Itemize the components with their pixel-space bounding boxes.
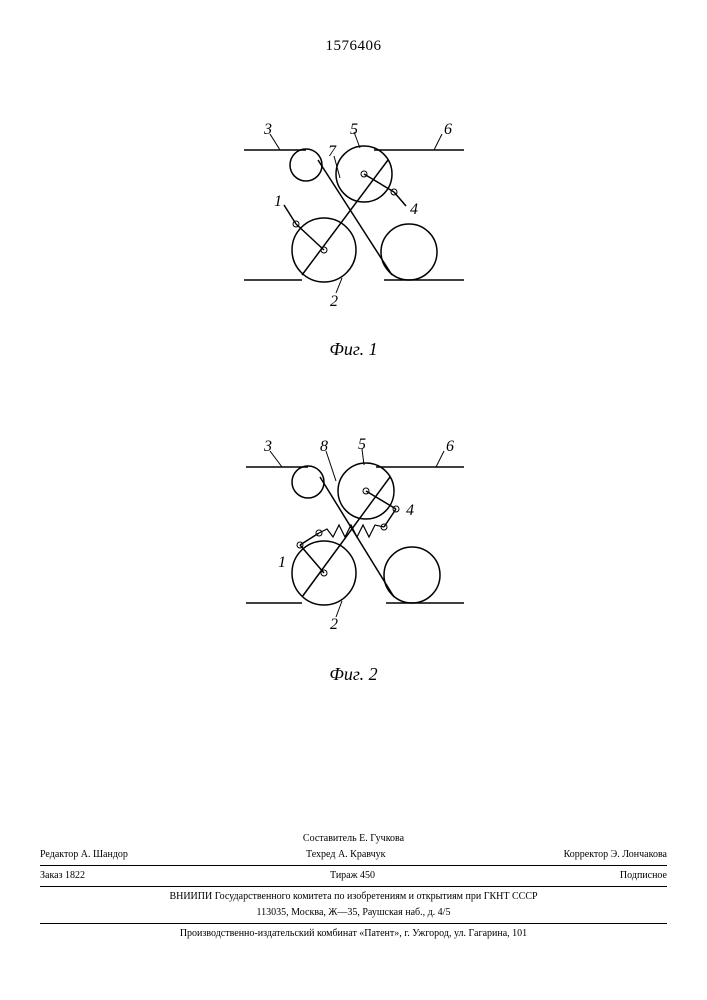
fig1-label-1: 1 (274, 193, 282, 210)
fig1-label-2: 2 (330, 293, 338, 310)
editor-name: А. Шандор (81, 849, 128, 860)
fig2-label-1: 1 (278, 554, 286, 571)
fig2-label-3: 3 (263, 438, 272, 455)
corrector-name: Э. Лончакова (611, 849, 667, 860)
figure-2: 3 8 5 6 4 1 2 Фиг. 2 (224, 435, 484, 685)
figure-1: 3 5 6 7 4 1 2 Фиг. 1 (224, 120, 484, 360)
figure-2-caption: Фиг. 2 (224, 664, 484, 685)
org-line-3: Производственно-издательский комбинат «П… (40, 926, 667, 942)
order-label: Заказ (40, 870, 63, 881)
patent-number: 1576406 (0, 38, 707, 55)
footer-colophon: Составитель Е. Гучкова Редактор А. Шандо… (40, 831, 667, 942)
figure-2-svg: 3 8 5 6 4 1 2 (224, 435, 484, 655)
fig2-label-8: 8 (320, 438, 328, 455)
fig2-label-4: 4 (406, 502, 414, 519)
tech-label: Техред (306, 849, 335, 860)
fig1-label-7: 7 (328, 143, 337, 160)
fig1-label-4: 4 (410, 201, 418, 218)
fig2-label-2: 2 (330, 616, 338, 633)
editor-label: Редактор (40, 849, 78, 860)
print-label: Тираж (330, 870, 358, 881)
corrector-label: Корректор (564, 849, 609, 860)
subscription: Подписное (620, 869, 667, 883)
fig2-label-6: 6 (446, 438, 454, 455)
org-line-2: 113035, Москва, Ж—35, Раушская наб., д. … (40, 905, 667, 921)
compiler-name: Е. Гучкова (359, 833, 404, 844)
compiler-label: Составитель (303, 833, 357, 844)
org-line-1: ВНИИПИ Государственного комитета по изоб… (40, 889, 667, 905)
figure-1-caption: Фиг. 1 (224, 339, 484, 360)
order-no: 1822 (65, 870, 85, 881)
fig1-label-3: 3 (263, 121, 272, 138)
fig2-label-5: 5 (358, 436, 366, 453)
fig1-label-6: 6 (444, 121, 452, 138)
print-no: 450 (360, 870, 375, 881)
tech-name: А. Кравчук (338, 849, 386, 860)
figure-1-svg: 3 5 6 7 4 1 2 (224, 120, 484, 330)
fig1-label-5: 5 (350, 121, 358, 138)
